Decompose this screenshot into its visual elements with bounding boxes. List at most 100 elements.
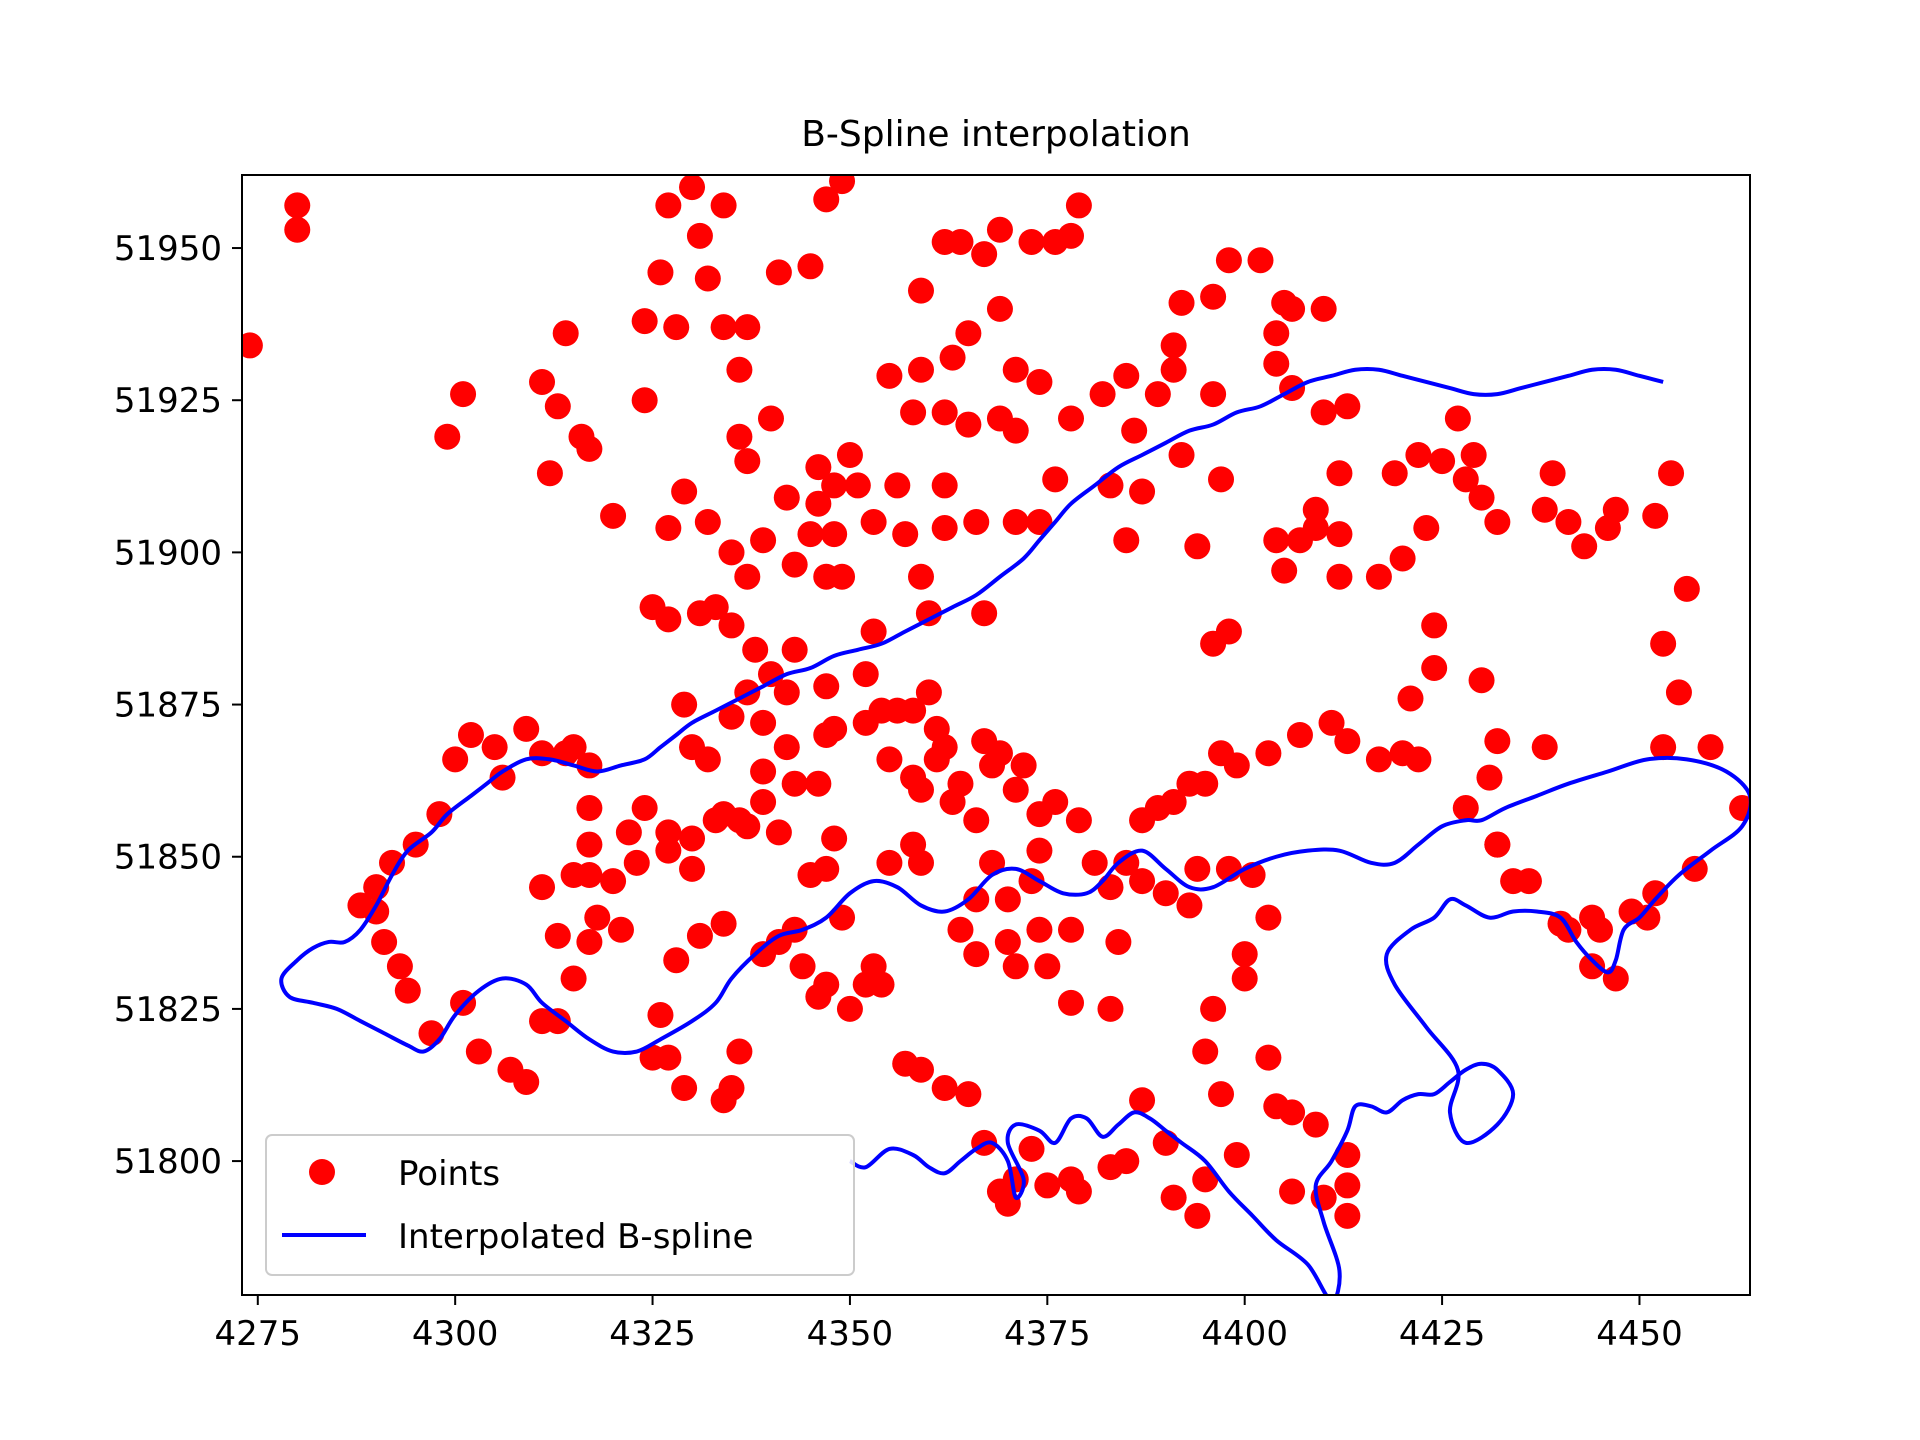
- data-point: [821, 521, 847, 547]
- data-point: [995, 929, 1021, 955]
- data-point: [955, 1081, 981, 1107]
- data-point: [711, 314, 737, 340]
- data-point: [655, 819, 681, 845]
- data-point: [750, 789, 776, 815]
- data-point: [1153, 880, 1179, 906]
- data-point: [892, 1051, 918, 1077]
- data-point: [545, 393, 571, 419]
- data-point: [1058, 223, 1084, 249]
- data-point: [861, 509, 887, 535]
- data-point: [1326, 460, 1352, 486]
- data-point: [932, 472, 958, 498]
- y-tick-label: 51850: [114, 838, 222, 878]
- data-point: [1453, 795, 1479, 821]
- data-point: [640, 594, 666, 620]
- data-point: [908, 278, 934, 304]
- data-point: [837, 442, 863, 468]
- data-point: [719, 539, 745, 565]
- data-point: [450, 381, 476, 407]
- data-point: [987, 1179, 1013, 1205]
- data-point: [1034, 1172, 1060, 1198]
- data-point: [805, 984, 831, 1010]
- data-point: [892, 521, 918, 547]
- data-point: [482, 734, 508, 760]
- data-point: [837, 996, 863, 1022]
- data-point: [1405, 746, 1431, 772]
- data-point: [1484, 832, 1510, 858]
- data-point: [1224, 1142, 1250, 1168]
- data-point: [1208, 1081, 1234, 1107]
- data-point: [1603, 497, 1629, 523]
- data-point: [1658, 460, 1684, 486]
- data-point: [671, 692, 697, 718]
- data-point: [1366, 564, 1392, 590]
- data-point: [1303, 497, 1329, 523]
- data-point: [750, 759, 776, 785]
- data-point: [545, 923, 571, 949]
- data-point: [1200, 284, 1226, 310]
- data-point: [600, 503, 626, 529]
- data-point: [987, 217, 1013, 243]
- data-point: [987, 296, 1013, 322]
- data-point: [1019, 1136, 1045, 1162]
- data-point: [1200, 381, 1226, 407]
- data-point: [576, 832, 602, 858]
- data-point: [1469, 485, 1495, 511]
- data-point: [703, 807, 729, 833]
- x-tick-label: 4300: [412, 1314, 499, 1354]
- data-point: [940, 789, 966, 815]
- data-point: [1184, 856, 1210, 882]
- x-tick-label: 4450: [1596, 1314, 1683, 1354]
- data-point: [1058, 990, 1084, 1016]
- data-point: [1161, 332, 1187, 358]
- data-point: [1334, 1172, 1360, 1198]
- data-point: [1666, 679, 1692, 705]
- data-point: [1698, 734, 1724, 760]
- data-point: [782, 771, 808, 797]
- data-point: [1484, 509, 1510, 535]
- data-point: [1421, 655, 1447, 681]
- data-point: [679, 825, 705, 851]
- data-point: [1224, 752, 1250, 778]
- x-tick-label: 4375: [1004, 1314, 1091, 1354]
- data-point: [1311, 399, 1337, 425]
- data-point: [663, 947, 689, 973]
- data-point: [434, 424, 460, 450]
- data-point: [908, 564, 934, 590]
- y-tick-label: 51875: [114, 686, 222, 726]
- data-point: [1484, 728, 1510, 754]
- data-point: [1532, 734, 1558, 760]
- data-point: [750, 710, 776, 736]
- data-point: [774, 734, 800, 760]
- data-point: [790, 953, 816, 979]
- data-point: [655, 515, 681, 541]
- data-point: [1247, 247, 1273, 273]
- data-point: [813, 722, 839, 748]
- data-point: [1603, 965, 1629, 991]
- data-point: [1113, 527, 1139, 553]
- data-point: [466, 1039, 492, 1065]
- data-point: [1003, 953, 1029, 979]
- data-point: [734, 314, 760, 340]
- data-point: [1232, 941, 1258, 967]
- data-point: [1255, 905, 1281, 931]
- data-point: [679, 856, 705, 882]
- data-point: [1287, 527, 1313, 553]
- x-tick-label: 4275: [215, 1314, 302, 1354]
- data-point: [1066, 192, 1092, 218]
- data-point: [1026, 917, 1052, 943]
- data-point: [734, 564, 760, 590]
- x-tick-label: 4325: [609, 1314, 696, 1354]
- data-point: [632, 387, 658, 413]
- data-point: [995, 886, 1021, 912]
- data-point: [711, 911, 737, 937]
- data-point: [1334, 728, 1360, 754]
- data-point: [805, 454, 831, 480]
- data-point: [955, 412, 981, 438]
- data-point: [774, 485, 800, 511]
- data-point: [932, 734, 958, 760]
- data-point: [797, 253, 823, 279]
- data-point: [608, 917, 634, 943]
- data-point: [876, 850, 902, 876]
